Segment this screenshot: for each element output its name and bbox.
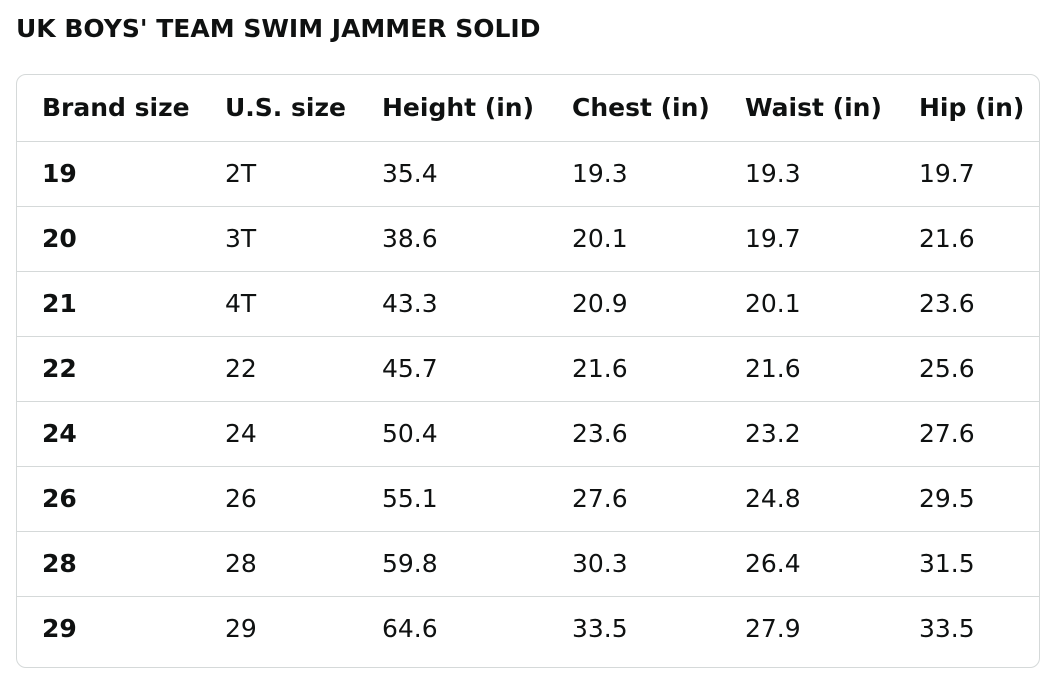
table-row: 21 4T 43.3 20.9 20.1 23.6 [17, 271, 1039, 337]
cell-brand-size: 20 [17, 206, 200, 272]
header-brand-size: Brand size [17, 75, 200, 142]
cell-hip: 21.6 [894, 206, 1039, 272]
cell-brand-size: 29 [42, 614, 77, 644]
cell-height: 43.3 [357, 271, 547, 337]
cell-chest: 30.3 [547, 531, 720, 597]
cell-waist: 19.3 [720, 141, 894, 207]
cell-hip: 23.6 [894, 271, 1039, 337]
cell-us-size: 29 [225, 614, 257, 644]
cell-brand-size: 22 [17, 336, 200, 402]
cell-hip: 31.5 [894, 531, 1039, 597]
cell-brand-size: 28 [17, 531, 200, 597]
cell-us-size: 24 [200, 401, 357, 467]
cell-hip: 33.5 [919, 614, 975, 644]
cell-us-size: 28 [200, 531, 357, 597]
table-row: 20 3T 38.6 20.1 19.7 21.6 [17, 206, 1039, 272]
cell-chest: 19.3 [547, 141, 720, 207]
cell-brand-size: 19 [17, 141, 200, 207]
size-chart-title: UK BOYS' TEAM SWIM JAMMER SOLID [16, 14, 541, 43]
cell-hip: 25.6 [894, 336, 1039, 402]
cell-waist: 27.9 [745, 614, 801, 644]
cell-us-size: 2T [200, 141, 357, 207]
cell-brand-size: 21 [17, 271, 200, 337]
cell-height: 45.7 [357, 336, 547, 402]
cell-waist: 21.6 [720, 336, 894, 402]
cell-waist: 26.4 [720, 531, 894, 597]
cell-us-size: 3T [200, 206, 357, 272]
table-row: 29 29 64.6 33.5 27.9 33.5 [17, 596, 1039, 661]
cell-waist: 24.8 [720, 466, 894, 532]
cell-us-size: 22 [200, 336, 357, 402]
table-header-row: Brand size U.S. size Height (in) Chest (… [17, 75, 1039, 142]
cell-height: 38.6 [357, 206, 547, 272]
cell-height: 35.4 [357, 141, 547, 207]
header-waist: Waist (in) [720, 75, 894, 142]
cell-chest: 23.6 [547, 401, 720, 467]
table-row: 24 24 50.4 23.6 23.2 27.6 [17, 401, 1039, 467]
table-row: 28 28 59.8 30.3 26.4 31.5 [17, 531, 1039, 597]
cell-us-size: 4T [200, 271, 357, 337]
cell-height: 64.6 [382, 614, 438, 644]
header-hip: Hip (in) [894, 75, 1039, 142]
cell-waist: 19.7 [720, 206, 894, 272]
cell-chest: 20.9 [547, 271, 720, 337]
cell-hip: 27.6 [894, 401, 1039, 467]
size-chart-table: Brand size U.S. size Height (in) Chest (… [17, 75, 1039, 661]
header-us-size: U.S. size [200, 75, 357, 142]
table-row: 22 22 45.7 21.6 21.6 25.6 [17, 336, 1039, 402]
cell-waist: 23.2 [720, 401, 894, 467]
cell-brand-size: 26 [17, 466, 200, 532]
size-chart-table-container: Brand size U.S. size Height (in) Chest (… [16, 74, 1040, 668]
cell-hip: 19.7 [894, 141, 1039, 207]
cell-brand-size: 24 [17, 401, 200, 467]
cell-chest: 27.6 [547, 466, 720, 532]
table-row: 19 2T 35.4 19.3 19.3 19.7 [17, 141, 1039, 207]
cell-chest: 33.5 [572, 614, 628, 644]
cell-waist: 20.1 [720, 271, 894, 337]
table-row: 26 26 55.1 27.6 24.8 29.5 [17, 466, 1039, 532]
cell-chest: 21.6 [547, 336, 720, 402]
cell-height: 59.8 [357, 531, 547, 597]
cell-us-size: 26 [200, 466, 357, 532]
cell-hip: 29.5 [894, 466, 1039, 532]
header-height: Height (in) [357, 75, 547, 142]
cell-height: 50.4 [357, 401, 547, 467]
header-chest: Chest (in) [547, 75, 720, 142]
cell-chest: 20.1 [547, 206, 720, 272]
cell-height: 55.1 [357, 466, 547, 532]
